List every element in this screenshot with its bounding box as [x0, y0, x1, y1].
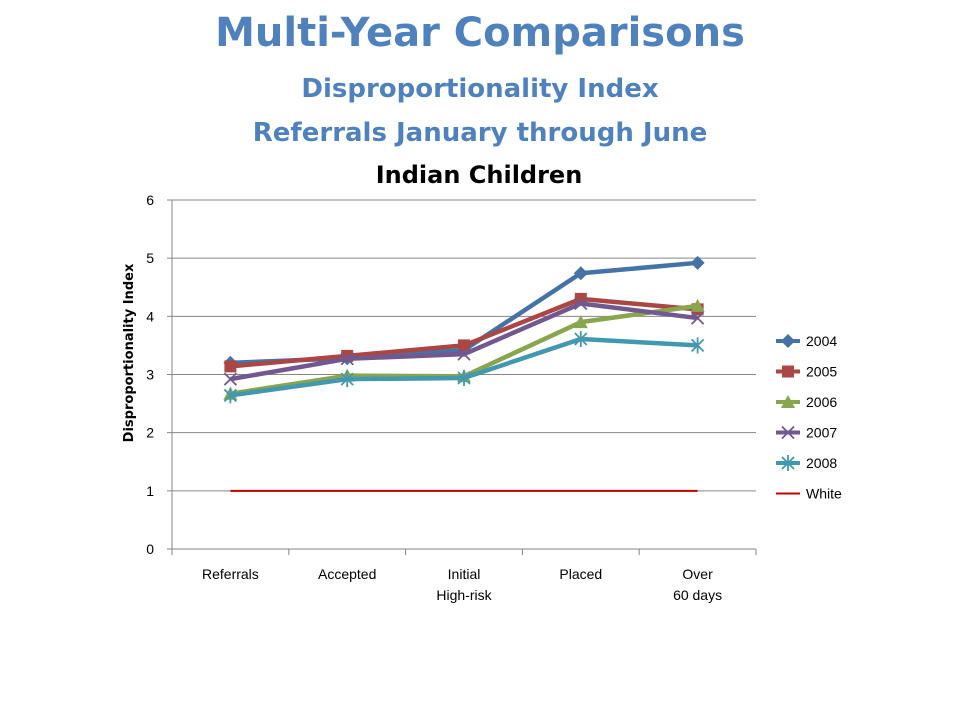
data-point — [223, 387, 238, 404]
legend-item-white: White — [776, 486, 842, 502]
x-tick-label: Over — [682, 566, 713, 582]
legend-label: 2008 — [806, 455, 837, 471]
x-tick-label: High-risk — [436, 587, 492, 603]
data-point — [574, 296, 588, 311]
legend-label: White — [806, 486, 842, 502]
legend-marker — [781, 334, 795, 348]
data-point — [690, 311, 705, 325]
data-point — [457, 347, 471, 361]
data-point — [573, 266, 588, 281]
data-point — [457, 369, 471, 386]
y-tick-label: 5 — [146, 250, 154, 266]
axes: 0 1 2 3 4 5 6 Referrals Accepted Initial High-risk… — [146, 192, 757, 603]
y-tick-label: 1 — [146, 483, 154, 499]
legend-label: 2007 — [806, 425, 837, 441]
x-tick-label: Initial — [448, 566, 481, 582]
data-point — [340, 352, 354, 366]
legend-label: 2005 — [806, 364, 837, 380]
legend-marker — [781, 395, 795, 408]
legend-item-2006: 2006 — [776, 394, 837, 410]
series-group — [223, 255, 705, 492]
chart-title: Indian Children — [376, 161, 583, 189]
data-point — [340, 371, 354, 388]
y-tick-label: 3 — [146, 367, 154, 383]
series-2007 — [223, 296, 705, 386]
data-point — [223, 372, 238, 386]
y-axis-label: Disproportionality Index — [122, 263, 137, 442]
data-point — [573, 315, 588, 329]
legend-marker — [781, 425, 795, 440]
legend-item-2004: 2004 — [776, 333, 837, 349]
y-tick-label: 4 — [146, 308, 154, 324]
x-tick-label: Referrals — [202, 566, 259, 582]
data-point — [574, 331, 588, 348]
slide-title: Multi-Year Comparisons — [215, 10, 745, 56]
y-tick-label: 6 — [146, 192, 154, 208]
legend-item-2007: 2007 — [776, 425, 837, 441]
x-tick-label: 60 days — [673, 587, 722, 603]
legend-label: 2006 — [806, 394, 837, 410]
data-point — [690, 337, 705, 354]
legend-item-2008: 2008 — [776, 455, 837, 471]
y-tick-label: 2 — [146, 425, 154, 441]
legend-item-2005: 2005 — [776, 364, 837, 380]
slide-subtitle: Disproportionality Index — [301, 74, 659, 104]
x-tick-label: Placed — [559, 566, 602, 582]
x-tick-label: Accepted — [318, 566, 376, 582]
data-point — [690, 298, 705, 312]
data-point — [224, 360, 237, 373]
data-point — [690, 255, 705, 270]
legend-marker — [782, 365, 794, 378]
series-2005 — [224, 292, 704, 373]
data-point — [458, 339, 470, 352]
series-2008 — [223, 331, 705, 404]
legend: 2004 2005 2006 2007 2008 White — [776, 333, 842, 502]
legend-marker — [781, 455, 795, 471]
legend-label: 2004 — [806, 333, 837, 349]
y-tick-label: 0 — [146, 541, 154, 557]
slide-subtitle-secondary: Referrals January through June — [252, 118, 708, 148]
